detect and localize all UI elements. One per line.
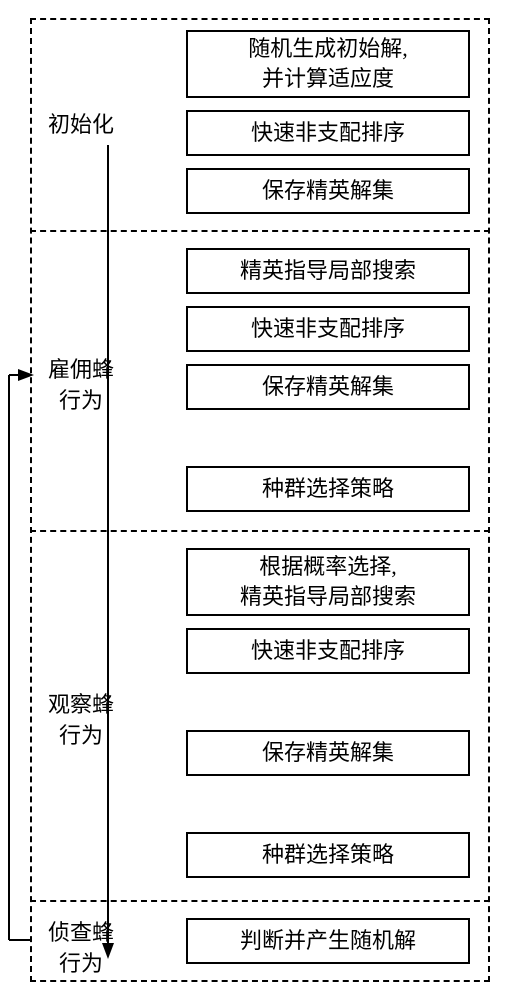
divider-1 xyxy=(30,230,490,232)
divider-2 xyxy=(30,530,490,532)
box-obs-selection: 种群选择策略 xyxy=(186,832,470,878)
box-obs-prob-search: 根据概率选择,精英指导局部搜索 xyxy=(186,548,470,616)
box-init-generate: 随机生成初始解,并计算适应度 xyxy=(186,30,470,98)
phase-label-onlooker: 观察蜂行为 xyxy=(48,690,114,752)
phase-label-init: 初始化 xyxy=(48,110,114,141)
box-init-save-elite: 保存精英解集 xyxy=(186,168,470,214)
box-emp-sort: 快速非支配排序 xyxy=(186,306,470,352)
box-emp-save-elite: 保存精英解集 xyxy=(186,364,470,410)
phase-label-employed: 雇佣蜂行为 xyxy=(48,355,114,417)
box-obs-sort: 快速非支配排序 xyxy=(186,628,470,674)
divider-3 xyxy=(30,900,490,902)
flowchart-canvas: 初始化 雇佣蜂行为 观察蜂行为 侦查蜂行为 随机生成初始解,并计算适应度 快速非… xyxy=(0,0,519,1000)
box-emp-local-search: 精英指导局部搜索 xyxy=(186,248,470,294)
box-init-sort: 快速非支配排序 xyxy=(186,110,470,156)
box-scout-random: 判断并产生随机解 xyxy=(186,918,470,964)
box-emp-selection: 种群选择策略 xyxy=(186,466,470,512)
box-obs-save-elite: 保存精英解集 xyxy=(186,730,470,776)
phase-label-scout: 侦查蜂行为 xyxy=(48,918,114,980)
